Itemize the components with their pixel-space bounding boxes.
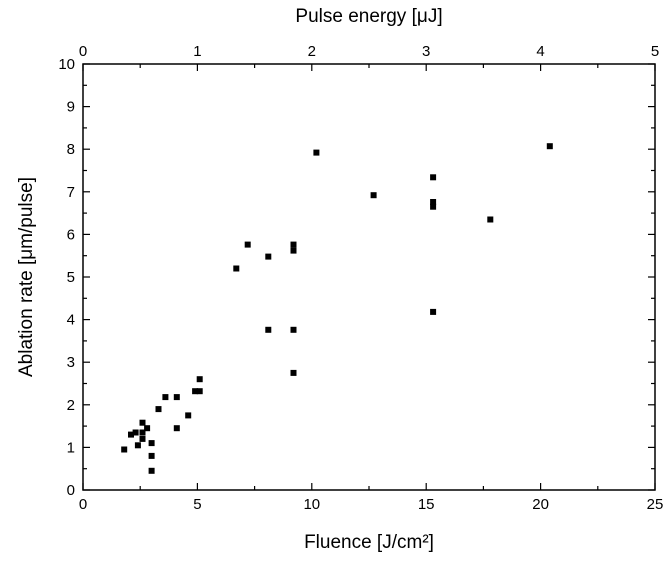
y-tick-label: 3 bbox=[67, 354, 75, 371]
y-tick-label: 5 bbox=[67, 269, 75, 286]
data-point bbox=[487, 216, 494, 223]
data-point bbox=[128, 431, 134, 438]
x-tick-label: 0 bbox=[79, 496, 87, 513]
x2-tick-label: 4 bbox=[536, 43, 544, 60]
x2-tick-label: 5 bbox=[651, 43, 659, 60]
x-tick-label: 5 bbox=[193, 496, 201, 513]
x-tick-label: 25 bbox=[647, 496, 664, 513]
data-point bbox=[265, 326, 272, 333]
x2-tick-label: 2 bbox=[308, 43, 316, 60]
data-point bbox=[148, 440, 155, 447]
data-point bbox=[173, 425, 180, 432]
data-point bbox=[173, 394, 180, 401]
data-point bbox=[290, 247, 297, 254]
data-point bbox=[139, 435, 146, 442]
data-point bbox=[144, 425, 151, 432]
data-point bbox=[155, 406, 162, 413]
y-tick-label: 9 bbox=[67, 99, 75, 116]
x2-axis-title: Pulse energy [μJ] bbox=[295, 6, 442, 27]
plot-frame bbox=[82, 63, 656, 491]
data-point bbox=[148, 452, 155, 459]
x-tick-label: 20 bbox=[532, 496, 549, 513]
data-point bbox=[313, 149, 320, 156]
y-tick-label: 2 bbox=[67, 397, 75, 414]
data-point bbox=[244, 241, 251, 248]
data-point bbox=[546, 143, 553, 150]
y-tick-label: 4 bbox=[67, 312, 75, 329]
y-tick-label: 0 bbox=[67, 482, 75, 499]
y-axis-title: Ablation rate [μm/pulse] bbox=[16, 177, 37, 377]
data-point bbox=[139, 419, 146, 426]
y-tick-label: 8 bbox=[67, 141, 75, 158]
data-point bbox=[185, 412, 192, 419]
data-point bbox=[121, 446, 128, 453]
data-point bbox=[196, 376, 203, 383]
x-tick-label: 10 bbox=[303, 496, 320, 513]
data-point bbox=[430, 203, 437, 210]
data-point bbox=[192, 388, 199, 395]
data-point bbox=[290, 369, 297, 376]
y-tick-label: 1 bbox=[67, 439, 75, 456]
data-point bbox=[265, 253, 272, 260]
data-point bbox=[139, 429, 146, 436]
data-point bbox=[134, 442, 141, 449]
data-point bbox=[196, 388, 203, 395]
data-point bbox=[290, 241, 297, 248]
points-layer bbox=[121, 143, 553, 474]
x2-tick-label: 3 bbox=[422, 43, 430, 60]
y-tick-label: 7 bbox=[67, 184, 75, 201]
x2-tick-label: 0 bbox=[79, 43, 87, 60]
data-point bbox=[162, 394, 169, 401]
ticks-layer: 0 5 10 15 20 25 0 1 2 3 4 5 0 1 2 3 4 5 6 7 8 9 10 bbox=[58, 43, 663, 513]
x2-tick-label: 1 bbox=[193, 43, 201, 60]
data-point bbox=[430, 174, 437, 181]
y-tick-label: 10 bbox=[58, 56, 75, 73]
data-point bbox=[148, 467, 155, 474]
x-axis-title: Fluence [J/cm²] bbox=[304, 532, 434, 553]
y-tick-label: 6 bbox=[67, 226, 75, 243]
data-point bbox=[290, 326, 297, 333]
x-tick-label: 15 bbox=[418, 496, 435, 513]
data-point bbox=[233, 265, 240, 272]
data-point bbox=[370, 192, 377, 199]
data-point bbox=[132, 429, 139, 436]
data-point bbox=[430, 308, 437, 315]
data-point bbox=[430, 199, 437, 205]
